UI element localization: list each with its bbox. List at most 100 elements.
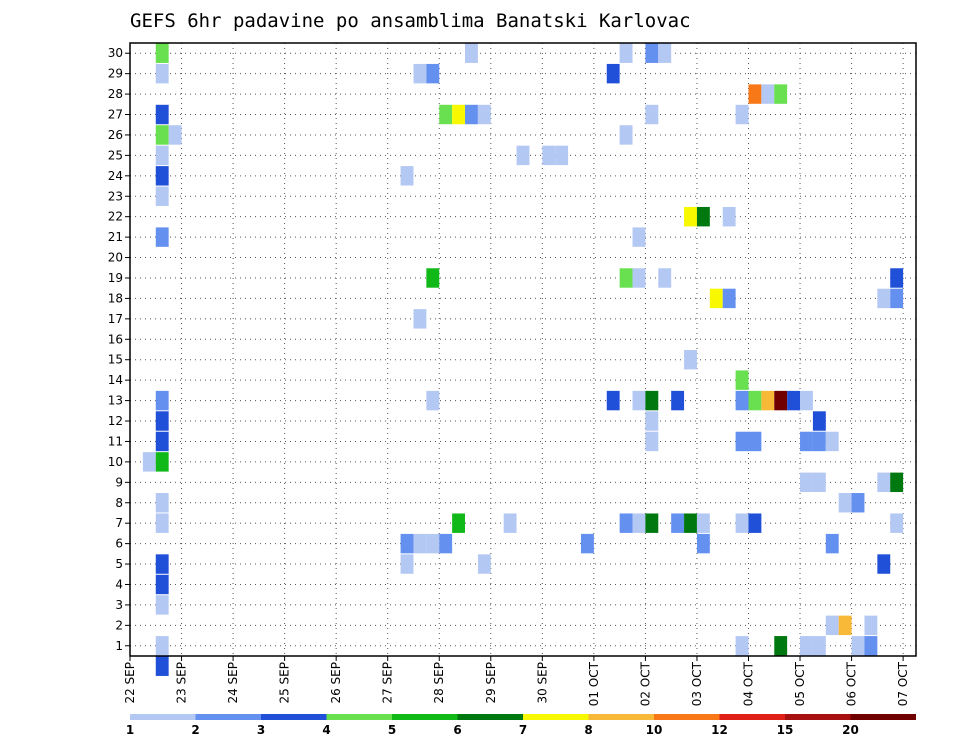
heatmap-cell — [735, 513, 749, 533]
heatmap-cell — [890, 472, 904, 493]
heatmap-cell — [400, 166, 414, 186]
legend-swatch — [654, 714, 720, 720]
heatmap-cell — [155, 145, 169, 166]
heatmap-cell — [696, 533, 710, 554]
heatmap-cell — [748, 513, 762, 533]
heatmap-cell — [477, 104, 491, 125]
heatmap-cell — [452, 104, 466, 125]
grid-lines — [130, 43, 916, 656]
heatmap-cell — [645, 390, 659, 411]
x-tick-label: 01 OCT — [587, 661, 601, 706]
heatmap-cell — [877, 288, 891, 309]
heatmap-cell — [155, 43, 169, 63]
x-tick-label: 24 SEP — [226, 662, 240, 704]
heatmap-cell — [838, 493, 852, 513]
y-tick-label: 10 — [108, 455, 123, 469]
heatmap-cell — [735, 431, 749, 452]
heatmap-cell — [606, 390, 620, 411]
heatmap-cell — [619, 125, 633, 145]
heatmap-cell — [516, 145, 530, 166]
y-tick-label: 8 — [115, 496, 123, 510]
legend-swatch — [392, 714, 458, 720]
y-tick-label: 27 — [108, 108, 123, 122]
x-tick-label: 06 OCT — [845, 661, 859, 706]
heatmap-cell — [155, 636, 169, 656]
x-tick-label: 03 OCT — [690, 661, 704, 706]
y-tick-label: 5 — [115, 557, 123, 571]
heatmap-cell — [426, 268, 440, 288]
legend-label: 12 — [711, 723, 728, 737]
x-tick-label: 25 SEP — [278, 662, 292, 704]
y-tick-label: 20 — [108, 251, 123, 265]
heatmap-cell — [800, 390, 813, 411]
x-tick-label: 29 SEP — [484, 662, 498, 704]
heatmap-cell — [877, 554, 891, 574]
legend-swatch — [850, 714, 916, 720]
heatmap-cell — [787, 390, 801, 411]
heatmap-cells — [142, 43, 904, 676]
heatmap-cell — [155, 431, 169, 452]
heatmap-cell — [632, 513, 646, 533]
heatmap-cell — [645, 104, 659, 125]
legend-swatch — [588, 714, 654, 720]
heatmap-cell — [155, 390, 169, 411]
heatmap-cell — [555, 145, 569, 166]
heatmap-cell — [671, 513, 685, 533]
y-tick-label: 19 — [108, 271, 123, 285]
y-tick-label: 9 — [115, 475, 123, 489]
legend-swatch — [195, 714, 261, 720]
heatmap-cell — [632, 227, 646, 247]
legend-swatch — [326, 714, 392, 720]
heatmap-cell — [155, 104, 169, 125]
x-tick-label: 27 SEP — [381, 662, 395, 704]
heatmap-cell — [168, 125, 182, 145]
heatmap-cell — [825, 431, 839, 452]
heatmap-cell — [632, 268, 646, 288]
y-tick-label: 11 — [108, 434, 123, 448]
heatmap-cell — [155, 166, 169, 186]
legend-label: 3 — [257, 723, 265, 737]
y-tick-label: 14 — [108, 373, 123, 387]
heatmap-cell — [645, 513, 659, 533]
heatmap-cell — [800, 472, 813, 493]
heatmap-cell — [155, 513, 169, 533]
legend-label: 8 — [584, 723, 592, 737]
y-tick-label: 13 — [108, 394, 123, 408]
heatmap-cell — [155, 186, 169, 206]
heatmap-cell — [400, 554, 414, 574]
heatmap-cell — [825, 533, 839, 554]
heatmap-cell — [439, 104, 453, 125]
x-tick-label: 30 SEP — [535, 662, 549, 704]
y-tick-label: 1 — [115, 639, 123, 653]
heatmap-cell — [155, 656, 169, 676]
x-tick-label: 05 OCT — [793, 661, 807, 706]
heatmap-cell — [477, 554, 491, 574]
heatmap-cell — [735, 104, 749, 125]
heatmap-cell — [748, 431, 762, 452]
heatmap-cell — [465, 43, 478, 63]
y-tick-label: 7 — [115, 516, 123, 530]
heatmap-cell — [812, 431, 826, 452]
heatmap-cell — [774, 84, 788, 104]
y-tick-label: 25 — [108, 148, 123, 162]
heatmap-cell — [684, 206, 697, 227]
heatmap-cell — [619, 513, 633, 533]
heatmap-cell — [658, 43, 672, 63]
heatmap-cell — [864, 636, 878, 656]
plot-frame — [129, 42, 917, 657]
heatmap-cell — [426, 533, 440, 554]
heatmap-cell — [580, 533, 594, 554]
legend-label: 1 — [126, 723, 134, 737]
heatmap-cell — [155, 452, 169, 472]
heatmap-cell — [400, 533, 414, 554]
heatmap-cell — [722, 206, 736, 227]
heatmap-cell — [812, 411, 826, 431]
heatmap-cell — [890, 288, 904, 309]
heatmap-cell — [812, 472, 826, 493]
heatmap-cell — [619, 268, 633, 288]
y-tick-label: 24 — [108, 169, 123, 183]
heatmap-cell — [155, 554, 169, 574]
heatmap-cell — [413, 309, 427, 329]
y-tick-label: 30 — [108, 46, 123, 60]
